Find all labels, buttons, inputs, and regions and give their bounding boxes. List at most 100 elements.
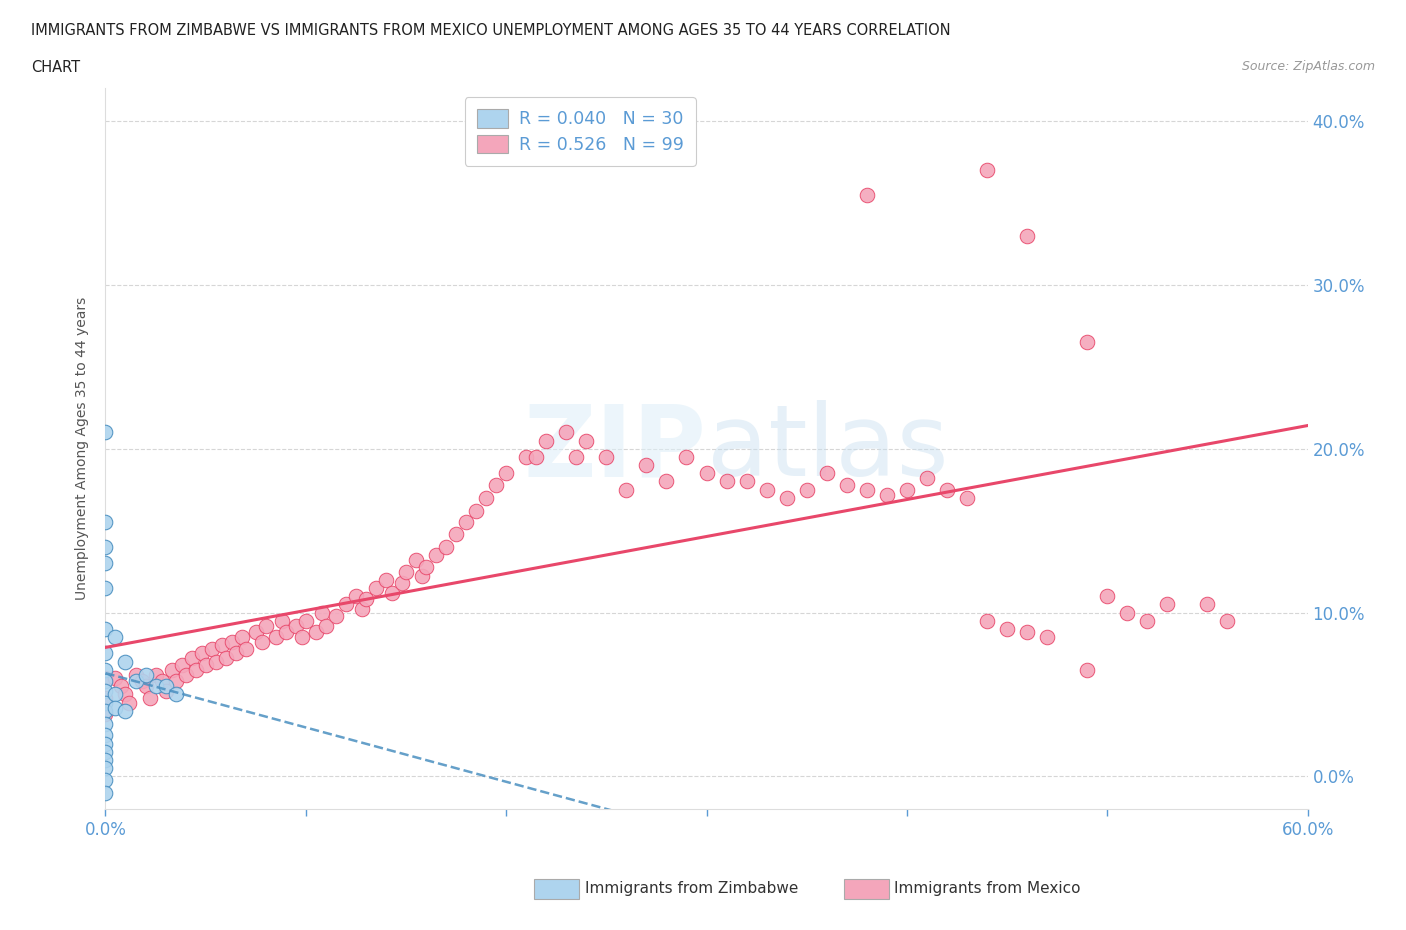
Point: [956, 490, 979, 505]
Point: [94, 556, 117, 571]
Point: [94, 728, 117, 743]
Point: [815, 466, 838, 481]
Point: [194, 658, 217, 672]
Point: [160, 662, 183, 677]
Point: [114, 654, 136, 669]
Point: [104, 630, 127, 644]
Point: [184, 662, 207, 677]
Point: [755, 483, 778, 498]
Point: [245, 625, 267, 640]
Point: [145, 679, 167, 694]
Point: [284, 618, 307, 633]
Point: [94, 703, 117, 718]
Point: [696, 466, 718, 481]
Point: [254, 618, 277, 633]
Point: [94, 539, 117, 554]
Point: [515, 449, 537, 464]
Point: [391, 576, 413, 591]
Point: [94, 425, 117, 440]
Point: [896, 483, 918, 498]
Point: [94, 744, 117, 759]
Point: [495, 466, 517, 481]
Point: [250, 634, 273, 649]
Point: [835, 477, 858, 492]
Point: [214, 651, 236, 666]
Point: [415, 559, 437, 574]
Point: [454, 515, 477, 530]
Text: atlas: atlas: [707, 400, 948, 498]
Point: [565, 449, 588, 464]
Point: [94, 772, 117, 787]
Point: [855, 483, 877, 498]
Point: [201, 641, 224, 656]
Point: [104, 671, 127, 685]
Point: [94, 707, 117, 722]
Point: [180, 651, 202, 666]
Text: Source: ZipAtlas.com: Source: ZipAtlas.com: [1241, 60, 1375, 73]
Point: [315, 618, 337, 633]
Point: [104, 700, 127, 715]
Point: [976, 163, 998, 178]
Point: [1156, 597, 1178, 612]
Point: [575, 433, 598, 448]
Point: [94, 580, 117, 595]
Point: [274, 625, 297, 640]
Point: [1097, 589, 1119, 604]
Text: CHART: CHART: [31, 60, 80, 75]
Point: [264, 630, 287, 644]
Point: [444, 526, 467, 541]
Point: [776, 490, 799, 505]
Point: [94, 690, 117, 705]
Point: [305, 625, 328, 640]
Point: [465, 503, 488, 518]
Point: [94, 646, 117, 661]
Point: [118, 696, 141, 711]
Point: [94, 515, 117, 530]
Point: [616, 483, 638, 498]
Point: [94, 621, 117, 636]
Point: [936, 483, 959, 498]
Point: [174, 668, 197, 683]
Point: [94, 671, 117, 685]
Point: [855, 187, 877, 202]
Point: [485, 477, 508, 492]
Point: [114, 687, 136, 702]
Point: [155, 679, 177, 694]
Point: [374, 572, 398, 587]
Point: [295, 613, 318, 628]
Legend: R = 0.040   N = 30, R = 0.526   N = 99: R = 0.040 N = 30, R = 0.526 N = 99: [465, 97, 696, 166]
Point: [94, 716, 117, 731]
Point: [94, 761, 117, 776]
Point: [995, 621, 1018, 636]
Point: [1116, 605, 1139, 620]
Point: [716, 474, 738, 489]
Point: [1136, 613, 1159, 628]
Point: [235, 641, 257, 656]
Y-axis label: Unemployment Among Ages 35 to 44 years: Unemployment Among Ages 35 to 44 years: [76, 297, 90, 601]
Point: [1017, 625, 1039, 640]
Point: [110, 679, 132, 694]
Point: [364, 580, 387, 595]
Text: Immigrants from Zimbabwe: Immigrants from Zimbabwe: [585, 881, 799, 896]
Point: [411, 569, 433, 584]
Point: [675, 449, 697, 464]
Point: [124, 668, 146, 683]
Point: [524, 449, 547, 464]
Point: [344, 589, 367, 604]
Point: [405, 552, 427, 567]
Point: [221, 634, 243, 649]
Point: [311, 605, 333, 620]
Point: [94, 752, 117, 767]
Point: [204, 654, 226, 669]
Text: IMMIGRANTS FROM ZIMBABWE VS IMMIGRANTS FROM MEXICO UNEMPLOYMENT AMONG AGES 35 TO: IMMIGRANTS FROM ZIMBABWE VS IMMIGRANTS F…: [31, 23, 950, 38]
Point: [94, 737, 117, 751]
Point: [1017, 229, 1039, 244]
Point: [165, 687, 187, 702]
Point: [150, 674, 173, 689]
Point: [425, 548, 447, 563]
Point: [595, 449, 617, 464]
Text: Immigrants from Mexico: Immigrants from Mexico: [894, 881, 1081, 896]
Point: [155, 684, 177, 698]
Point: [94, 696, 117, 711]
Point: [555, 425, 578, 440]
